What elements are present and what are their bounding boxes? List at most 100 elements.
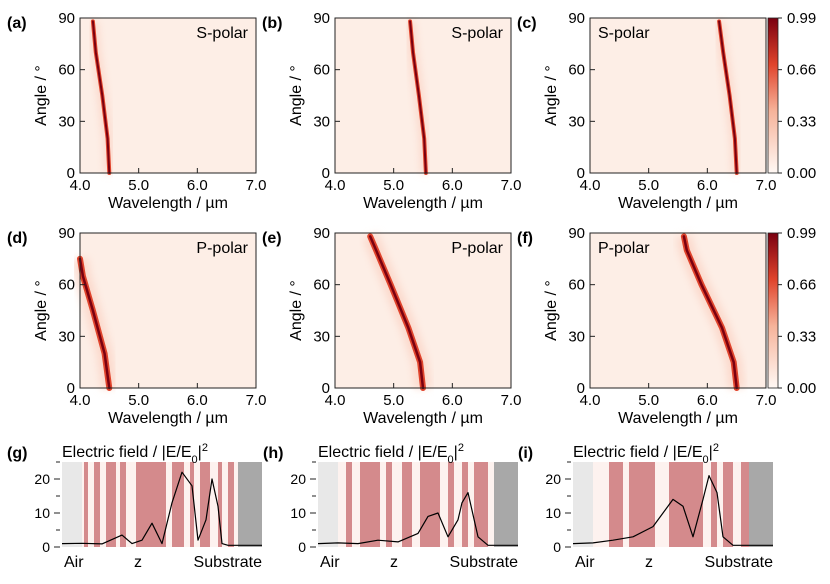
plot-frame bbox=[589, 17, 767, 174]
x-tick-label: 7.0 bbox=[756, 392, 777, 409]
y-tick-label: 0 bbox=[67, 165, 75, 182]
x-tick-label: 5.0 bbox=[383, 392, 404, 409]
x-tick-label: 6.0 bbox=[697, 177, 718, 194]
colorbar-tick-label: 0.00 bbox=[787, 165, 816, 182]
y-tick-label: 60 bbox=[568, 62, 585, 79]
substrate-label: Substrate bbox=[194, 554, 263, 571]
y-tick-label: 30 bbox=[313, 328, 330, 345]
y-tick-label: 90 bbox=[58, 225, 75, 242]
y-tick-label: 30 bbox=[58, 328, 75, 345]
layer-stripe bbox=[448, 462, 454, 547]
y-axis-label: Angle / ° bbox=[543, 65, 560, 126]
air-label: Air bbox=[575, 554, 595, 571]
panel-label: (e) bbox=[262, 230, 282, 247]
polarization-label: P-polar bbox=[196, 240, 248, 257]
mode-ridge bbox=[718, 20, 738, 174]
field-title-bar: | bbox=[454, 444, 458, 461]
panel-label: (i) bbox=[518, 445, 533, 462]
y-tick-label: 0 bbox=[577, 165, 585, 182]
air-region bbox=[62, 462, 82, 547]
x-tick-label: 4.0 bbox=[70, 177, 91, 194]
layer-stripe bbox=[669, 462, 703, 547]
layer-stripe bbox=[723, 462, 733, 547]
x-axis-label: Wavelength / µm bbox=[363, 410, 483, 427]
y-tick-label: 0 bbox=[298, 539, 306, 555]
air-label: Air bbox=[64, 554, 84, 571]
x-axis-label: Wavelength / µm bbox=[363, 195, 483, 212]
layer-stripe bbox=[172, 462, 184, 547]
y-tick-label: 60 bbox=[568, 277, 585, 294]
y-axis-label: Angle / ° bbox=[288, 280, 305, 341]
layer-stripe bbox=[190, 462, 194, 547]
colorbar-tick-label: 0.99 bbox=[787, 10, 816, 27]
layer-stripe bbox=[609, 462, 623, 547]
field-title-bar: | bbox=[709, 444, 713, 461]
layer-stripe bbox=[629, 462, 655, 547]
x-tick-label: 6.0 bbox=[697, 392, 718, 409]
heatmap-panel: 0 30 60 90 4.0 5.0 6.0 7.0 Wavelength / µm Angle … bbox=[262, 10, 521, 212]
x-tick-label: 7.0 bbox=[246, 392, 267, 409]
field-title-superscript: 2 bbox=[713, 442, 719, 454]
x-tick-label: 6.0 bbox=[442, 392, 463, 409]
y-tick-label: 10 bbox=[34, 505, 50, 521]
layer-stripe bbox=[84, 462, 88, 547]
z-label: z bbox=[134, 554, 142, 571]
field-title-superscript: 2 bbox=[202, 442, 208, 454]
y-tick-label: 0 bbox=[553, 539, 561, 555]
layer-stripe bbox=[136, 462, 166, 547]
x-tick-label: 5.0 bbox=[638, 392, 659, 409]
x-axis-label: Wavelength / µm bbox=[618, 195, 738, 212]
x-tick-label: 6.0 bbox=[187, 392, 208, 409]
y-tick-label: 20 bbox=[34, 471, 50, 487]
colorbar-gradient-bar bbox=[767, 17, 779, 174]
plot-frame bbox=[79, 232, 257, 389]
colorbar-gradient-bar bbox=[767, 232, 779, 389]
y-tick-label: 60 bbox=[58, 62, 75, 79]
layer-stripe bbox=[228, 462, 234, 547]
field-curve bbox=[61, 471, 262, 546]
polarization-label: P-polar bbox=[598, 240, 650, 257]
layer-stripe bbox=[420, 462, 440, 547]
colorbar-tick-label: 0.99 bbox=[787, 225, 816, 242]
mode-ridge bbox=[682, 235, 738, 390]
substrate-region bbox=[494, 462, 518, 547]
field-title-subscript: 0 bbox=[448, 454, 454, 466]
y-tick-label: 0 bbox=[322, 165, 330, 182]
field-title-subscript: 0 bbox=[192, 454, 198, 466]
y-tick-label: 30 bbox=[313, 113, 330, 130]
y-tick-label: 20 bbox=[545, 471, 561, 487]
y-tick-label: 90 bbox=[568, 225, 585, 242]
colorbar-tick-label: 0.00 bbox=[787, 380, 816, 397]
panel-label: (f) bbox=[517, 230, 533, 247]
colorbar-tick-label: 0.33 bbox=[787, 113, 816, 130]
y-tick-label: 30 bbox=[568, 113, 585, 130]
substrate-region bbox=[238, 462, 262, 547]
y-tick-label: 0 bbox=[67, 380, 75, 397]
layer-stripe bbox=[200, 462, 210, 547]
y-tick-label: 0 bbox=[577, 380, 585, 397]
mode-ridge bbox=[91, 20, 111, 174]
x-axis-label: Wavelength / µm bbox=[108, 410, 228, 427]
x-tick-label: 4.0 bbox=[325, 392, 346, 409]
air-label: Air bbox=[320, 554, 340, 571]
colorbar: 0.99 0.66 0.33 0.00 bbox=[767, 225, 816, 397]
y-tick-label: 60 bbox=[313, 62, 330, 79]
colorbar-tick-label: 0.33 bbox=[787, 328, 816, 345]
heatmap-panel: 0 30 60 90 4.0 5.0 6.0 7.0 Wavelength / µm Angle … bbox=[262, 225, 521, 427]
air-region bbox=[573, 462, 593, 547]
layer-stripe bbox=[741, 462, 749, 547]
x-tick-label: 4.0 bbox=[325, 177, 346, 194]
layer-stripe bbox=[218, 462, 222, 547]
x-tick-label: 5.0 bbox=[383, 177, 404, 194]
x-tick-label: 6.0 bbox=[442, 177, 463, 194]
y-tick-label: 60 bbox=[58, 277, 75, 294]
air-region bbox=[318, 462, 338, 547]
layer-stripe bbox=[711, 462, 717, 547]
y-tick-label: 90 bbox=[568, 10, 585, 27]
y-tick-label: 30 bbox=[58, 113, 75, 130]
substrate-label: Substrate bbox=[450, 554, 519, 571]
